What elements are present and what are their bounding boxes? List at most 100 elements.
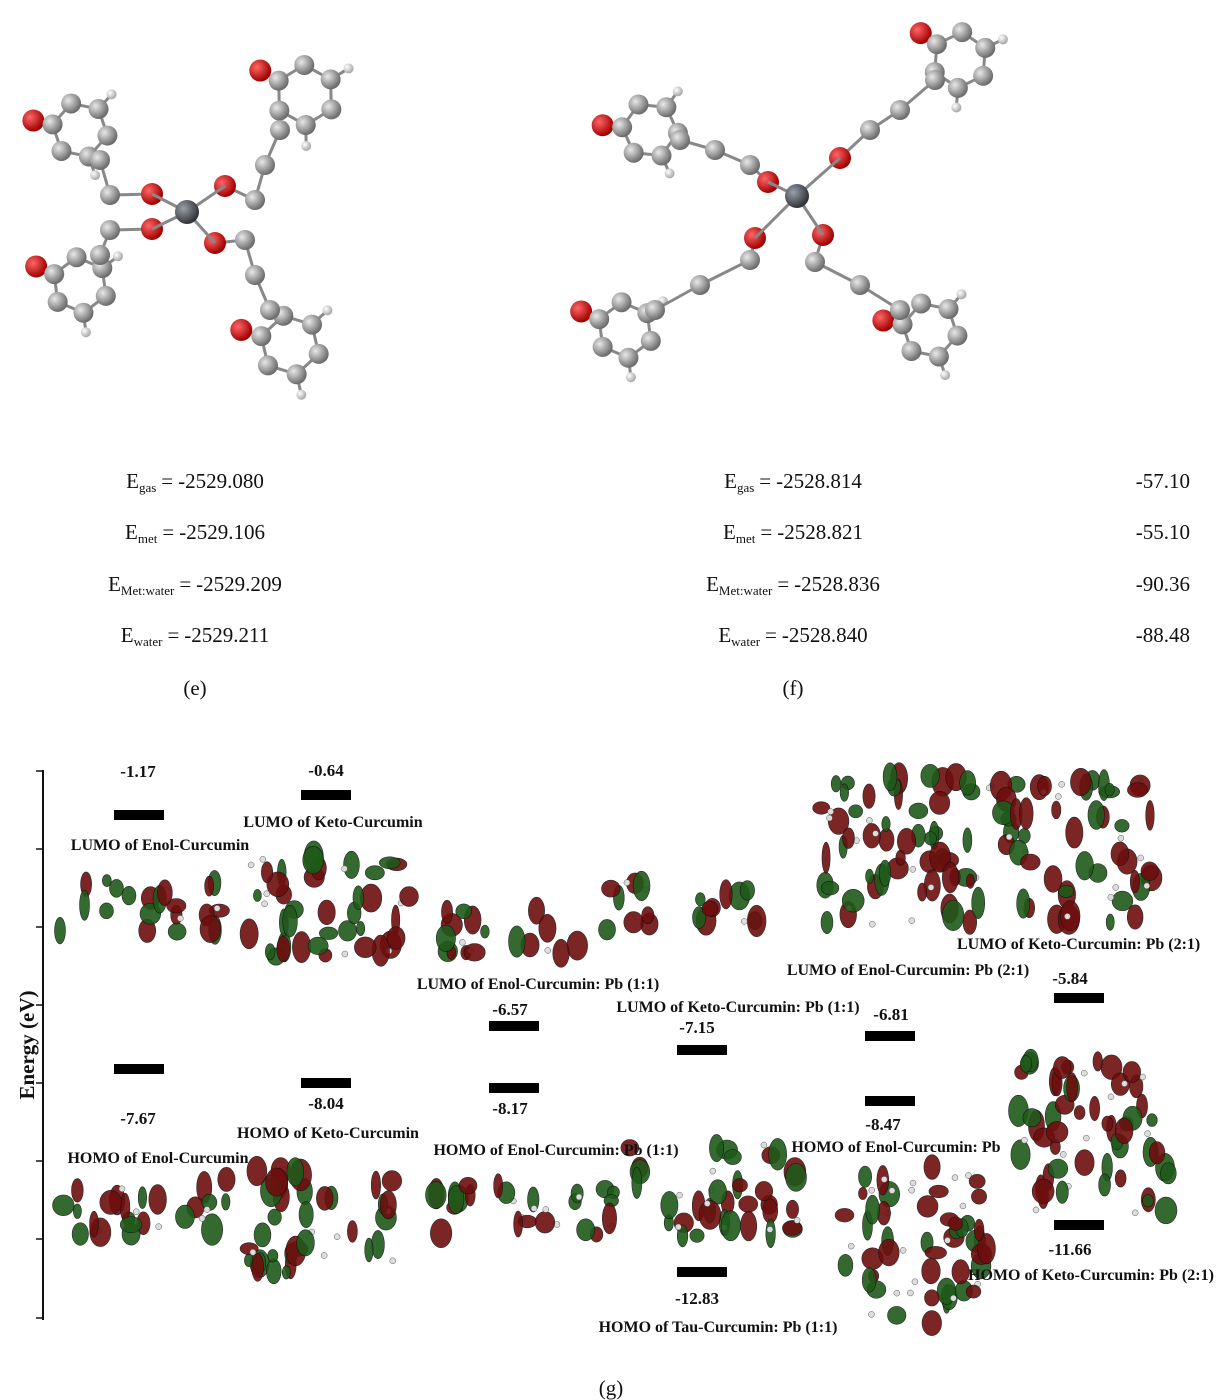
subscript: met [736,531,756,546]
atom [952,22,972,42]
energy-value: -2529.211 [184,623,269,647]
lobe [822,842,830,873]
caption: (f) [783,676,804,700]
lobe [1093,1052,1102,1071]
atom [1081,1070,1087,1076]
lobe [966,874,974,888]
atom [624,143,644,163]
lobe [200,915,221,942]
figure: Energy (eV) (e) (f) (g) Egas=-2529.080Em… [0,0,1222,1400]
atom [113,251,123,261]
lobe [1044,866,1062,893]
lobe [268,1249,278,1262]
lobe [1123,1061,1141,1082]
molecules [22,22,1008,400]
lobe [1090,1096,1100,1120]
level-value: -8.17 [492,1099,528,1118]
atom [543,1206,549,1212]
level-value: -6.57 [492,1000,528,1019]
lobe [347,1220,357,1242]
energy-line: Ewater=-2529.211 [121,623,270,649]
atom [1138,855,1144,861]
lobe [539,914,556,942]
level-label: LUMO of Keto-Curcumin: Pb (2:1) [957,936,1200,953]
atom [850,275,870,295]
atom [1145,1131,1151,1137]
atom [589,309,609,329]
atom [1113,884,1119,890]
lobe [1111,842,1129,866]
lobe [371,1230,384,1258]
atom [901,341,921,361]
energy-line: EMet:water=-2528.836 [706,572,880,598]
subscript: water [731,634,761,649]
lobe [1038,776,1052,795]
atom [43,114,63,134]
lobe [282,1266,290,1279]
atom [1033,1207,1039,1213]
lobe [960,770,976,795]
lobe [287,1158,304,1186]
lobe [888,1306,906,1324]
atom [531,1206,537,1212]
lobe [1155,1197,1177,1224]
level-label: HOMO of Tau-Curcumin: Pb (1:1) [599,1319,838,1336]
lobe [240,919,258,949]
lobe [122,886,136,905]
symbol: E [723,520,736,544]
lobe [1017,889,1030,918]
lobe [1115,819,1129,832]
lobe [72,1179,84,1203]
lobe [709,1134,723,1161]
atom [258,355,278,375]
atom [928,884,934,890]
lobe [100,1190,122,1214]
atom [51,141,71,161]
lobe [459,1177,477,1194]
atom [1121,1081,1127,1087]
atom [740,155,760,175]
atom [301,141,311,151]
atom [296,390,306,400]
lobe [400,887,419,907]
lobe [1020,854,1040,870]
subscript: met [138,531,158,546]
lobe [354,937,376,958]
lobe [963,828,972,853]
lobe [849,805,863,818]
energy-level [1054,993,1104,1003]
lobe [168,923,186,940]
level-value: -6.81 [873,1005,908,1024]
atom [100,220,120,240]
lobe [365,1238,373,1262]
lobe [382,1171,402,1191]
energy-difference: -55.10 [1136,520,1190,544]
atom [710,1168,716,1174]
relation: = [759,469,771,493]
atom [119,1186,125,1192]
atom [133,1209,139,1215]
lobe [1106,914,1114,930]
atom [235,230,255,250]
lobe [253,889,261,901]
lobe [1088,801,1105,830]
atom [909,918,915,924]
lobe [1066,817,1083,848]
atom [1064,913,1070,919]
lobe [633,871,650,900]
lobe [365,866,384,880]
lobe [918,883,927,901]
lobe [308,937,328,954]
lobe [371,1171,380,1199]
atom [1108,1094,1114,1100]
atom [90,150,110,170]
atom [321,69,341,89]
lobe [553,939,569,967]
atom [907,1290,913,1296]
lobe [1056,1181,1068,1203]
lobe [299,1202,313,1228]
atom [881,1176,887,1182]
relation: = [162,520,174,544]
lobe [813,802,830,815]
atom [925,70,945,90]
